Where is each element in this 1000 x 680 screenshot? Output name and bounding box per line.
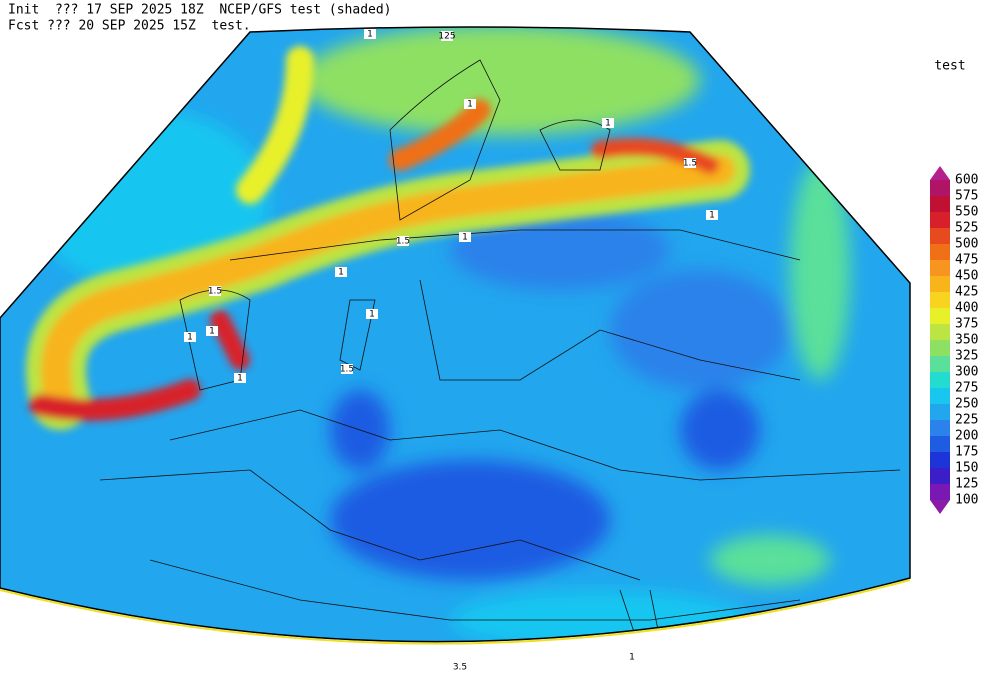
contour-label: 1: [367, 30, 373, 40]
color-swatch: [930, 356, 950, 372]
color-swatch: [930, 212, 950, 228]
contour-label: 1: [467, 100, 473, 110]
color-swatch-below: [930, 500, 950, 514]
color-swatch: [930, 308, 950, 324]
contour-label-box: [206, 326, 218, 336]
color-swatch: [930, 292, 950, 308]
map-edge: [0, 579, 911, 645]
color-swatch: [930, 404, 950, 420]
contour-label-box: [364, 29, 376, 39]
contour-label-box: [684, 158, 696, 168]
header-fcst: Fcst ??? 20 SEP 2025 15Z test.: [8, 19, 251, 34]
colorbar-label: 450: [955, 269, 978, 284]
color-swatch: [930, 452, 950, 468]
contour-label: 1: [462, 233, 468, 243]
contour-label-box: [209, 286, 221, 296]
contour-label: 1: [369, 310, 375, 320]
colorbar-label: 125: [955, 477, 978, 492]
contour-label: 1.5: [208, 287, 222, 297]
colorbar-label: 250: [955, 397, 978, 412]
color-swatch: [930, 388, 950, 404]
contour-label: 1.5: [340, 365, 354, 375]
color-swatch: [930, 468, 950, 484]
colorbar-label: 375: [955, 317, 978, 332]
color-swatch: [930, 420, 950, 436]
color-swatch: [930, 196, 950, 212]
colorbar-label: 350: [955, 333, 978, 348]
contour-label-box: [335, 267, 347, 277]
contour-label: 125: [438, 32, 455, 42]
contour-label: 1.5: [396, 237, 410, 247]
contour-label-box: [341, 364, 353, 374]
colorbar-label: 275: [955, 381, 978, 396]
color-swatch: [930, 276, 950, 292]
contour-label: 1: [187, 333, 193, 343]
colorbar-label: 300: [955, 365, 978, 380]
header-init: Init ??? 17 SEP 2025 18Z NCEP/GFS test (…: [8, 3, 392, 18]
contour-labels: 125 1 1 1.5 1 1.5 1 1 1 1 1.5 1 1.5 1 1 3.5 1: [184, 29, 718, 673]
contour-label-box: [397, 236, 409, 246]
colorbar-label: 550: [955, 205, 978, 220]
contour-label: 1.5: [683, 159, 697, 169]
colorbar-label: 475: [955, 253, 978, 268]
color-swatch: [930, 244, 950, 260]
colorbar-label: 150: [955, 461, 978, 476]
colorbar-label: 425: [955, 285, 978, 300]
contour-label-box: [184, 332, 196, 342]
contour-label-box: [441, 31, 453, 41]
colorbar-label: 525: [955, 221, 978, 236]
color-swatch: [930, 436, 950, 452]
contour-label: 1: [629, 653, 635, 663]
colorbar: 1001251501752002252502753003253503754004…: [930, 166, 978, 514]
colorbar-label: 225: [955, 413, 978, 428]
colorbar-label: 100: [955, 493, 978, 508]
color-swatch-above: [930, 166, 950, 180]
color-swatch: [930, 484, 950, 500]
contour-label: 3.5: [453, 663, 467, 673]
colorbar-label: 400: [955, 301, 978, 316]
contour-label: 1: [237, 374, 243, 384]
colorbar-label: 600: [955, 173, 978, 188]
color-swatch: [930, 180, 950, 196]
contour-label-box: [602, 118, 614, 128]
colorbar-label: 175: [955, 445, 978, 460]
contour-label: 1: [709, 211, 715, 221]
colorbar-label: 200: [955, 429, 978, 444]
color-swatch: [930, 260, 950, 276]
color-swatch: [930, 340, 950, 356]
legend-title: test: [934, 59, 965, 74]
contour-label-box: [366, 309, 378, 319]
contour-label-box: [454, 662, 466, 672]
color-swatch: [930, 324, 950, 340]
contour-label-box: [626, 652, 638, 662]
colorbar-label: 500: [955, 237, 978, 252]
contour-label: 1: [209, 327, 215, 337]
colorbar-label: 325: [955, 349, 978, 364]
colorbar-label: 575: [955, 189, 978, 204]
contour-label-box: [464, 99, 476, 109]
coastlines: [99, 59, 901, 642]
map-border: [0, 26, 911, 643]
contour-label-box: [459, 232, 471, 242]
color-swatch: [930, 228, 950, 244]
contour-label: 1: [605, 119, 611, 129]
color-swatch: [930, 372, 950, 388]
contour-label-box: [234, 373, 246, 383]
contour-label: 1: [338, 268, 344, 278]
contour-label-box: [706, 210, 718, 220]
